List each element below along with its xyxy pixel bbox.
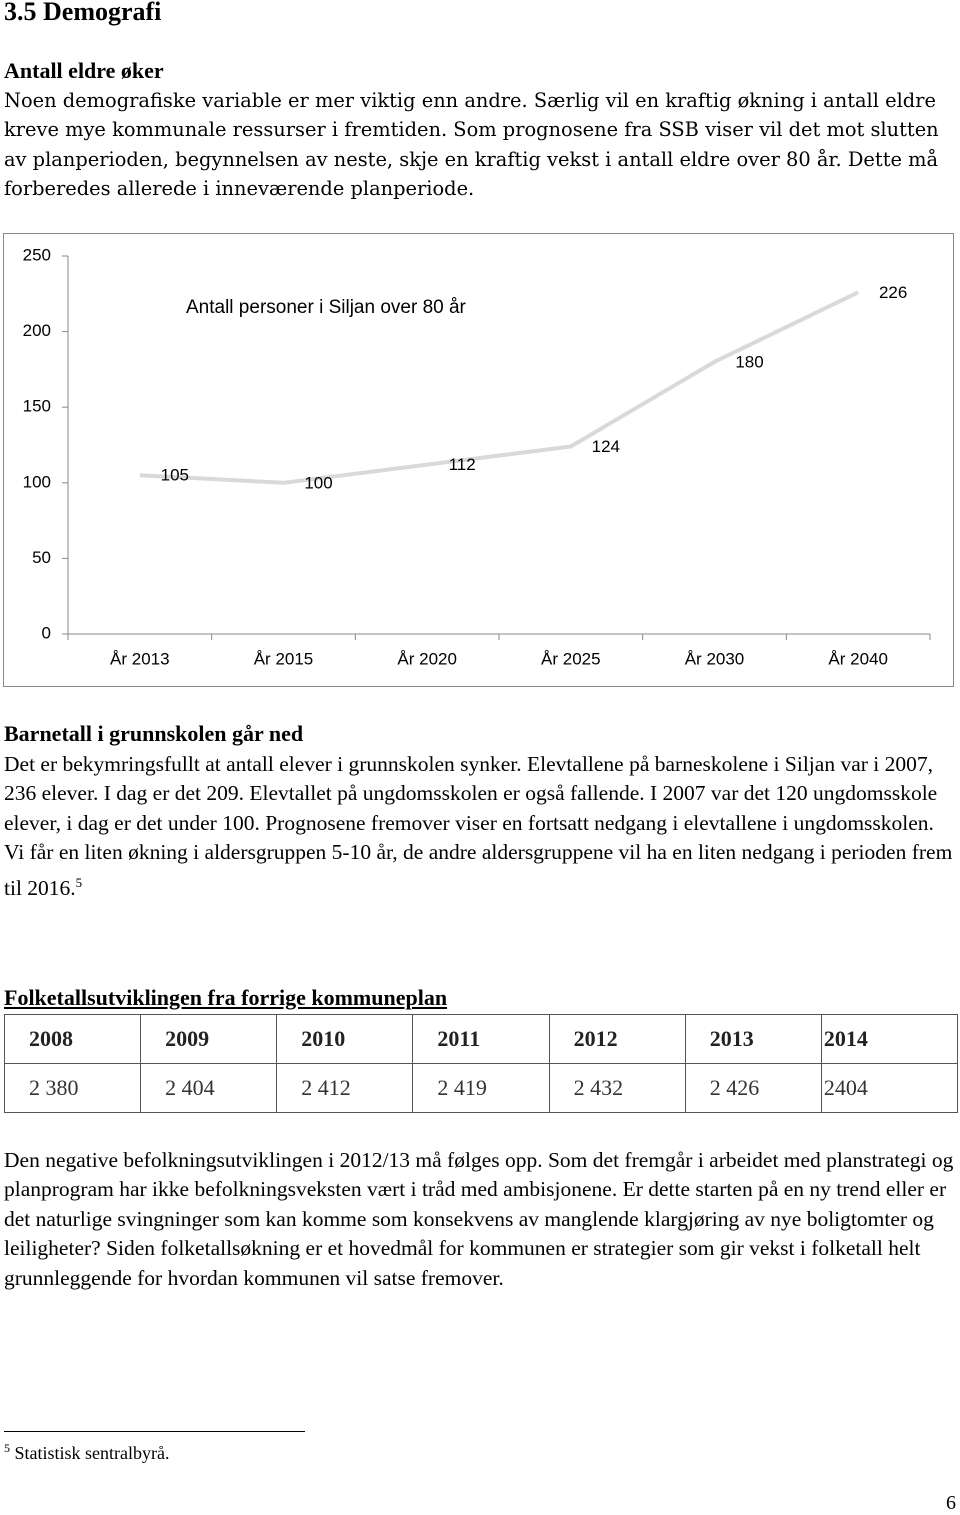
section-title: Folketallsutviklingen fra forrige kommun… xyxy=(4,985,448,1010)
table-row: 2 380 2 404 2 412 2 419 2 432 2 426 2404 xyxy=(3,1063,959,1113)
page-number: 6 xyxy=(946,1492,956,1514)
table-cell: 2014 xyxy=(820,1014,959,1064)
x-tick-label: År 2013 xyxy=(110,649,170,668)
table-cell: 2008 xyxy=(3,1014,142,1064)
table-cell: 2009 xyxy=(140,1014,278,1064)
paragraph: Den negative befolkningsutviklingen i 20… xyxy=(4,1148,954,1290)
x-tick-label: År 2015 xyxy=(254,649,314,668)
data-label: 124 xyxy=(592,437,620,456)
data-label: 100 xyxy=(304,473,332,492)
data-label: 226 xyxy=(879,283,907,302)
chart-frame xyxy=(3,233,954,687)
table-header-row: 2008 2009 2010 2011 2012 2013 2014 xyxy=(3,1014,959,1064)
line-series xyxy=(139,290,860,485)
x-tick-label: År 2040 xyxy=(828,649,888,668)
footnote: 5 Statistisk sentralbyrå. xyxy=(4,1441,169,1464)
section-title: Antall eldre øker xyxy=(4,58,164,83)
x-tick-label: År 2025 xyxy=(541,649,601,668)
x-tick-label: År 2020 xyxy=(397,649,457,668)
section-title: Barnetall i grunnskolen går ned xyxy=(4,721,304,746)
paragraph: Det er bekymringsfullt at antall elever … xyxy=(4,750,956,903)
table-cell: 2 412 xyxy=(276,1063,414,1113)
table-cell: 2 432 xyxy=(548,1063,686,1113)
y-tick-label: 0 xyxy=(42,623,51,642)
table-cell: 2 404 xyxy=(140,1063,278,1113)
y-tick-label: 100 xyxy=(23,472,51,491)
table-cell: 2 419 xyxy=(412,1063,550,1113)
table-cell: 2011 xyxy=(412,1014,550,1064)
table-cell: 2010 xyxy=(276,1014,414,1064)
footnote-rule xyxy=(4,1431,305,1432)
footnote-text: Statistisk sentralbyrå. xyxy=(14,1443,170,1463)
chart-title: Antall personer i Siljan over 80 år xyxy=(186,297,467,318)
table-cell: 2 426 xyxy=(684,1063,822,1113)
data-label: 105 xyxy=(161,466,189,485)
data-label: 180 xyxy=(735,352,763,371)
table-cell: 2404 xyxy=(820,1063,959,1113)
chart: Antall personer i Siljan over 80 år 0 50 1… xyxy=(3,233,954,687)
y-tick-label: 250 xyxy=(23,245,51,264)
paragraph-text: Det er bekymringsfullt at antall elever … xyxy=(4,752,953,900)
table-cell: 2013 xyxy=(684,1014,822,1064)
paragraph: Noen demografiske variable er mer viktig… xyxy=(4,89,939,201)
footnote-ref: 5 xyxy=(75,874,83,890)
footnote-number: 5 xyxy=(4,1441,10,1455)
table-cell: 2012 xyxy=(548,1014,686,1064)
y-tick-label: 200 xyxy=(23,321,51,340)
population-table: 2008 2009 2010 2011 2012 2013 2014 2 380… xyxy=(3,1014,959,1113)
y-tick-label: 50 xyxy=(32,548,51,567)
y-tick-label: 150 xyxy=(23,397,51,416)
data-label: 112 xyxy=(449,455,476,474)
x-tick-label: År 2030 xyxy=(685,649,745,668)
table-cell: 2 380 xyxy=(3,1063,142,1113)
heading: 3.5 Demografi xyxy=(4,0,162,26)
